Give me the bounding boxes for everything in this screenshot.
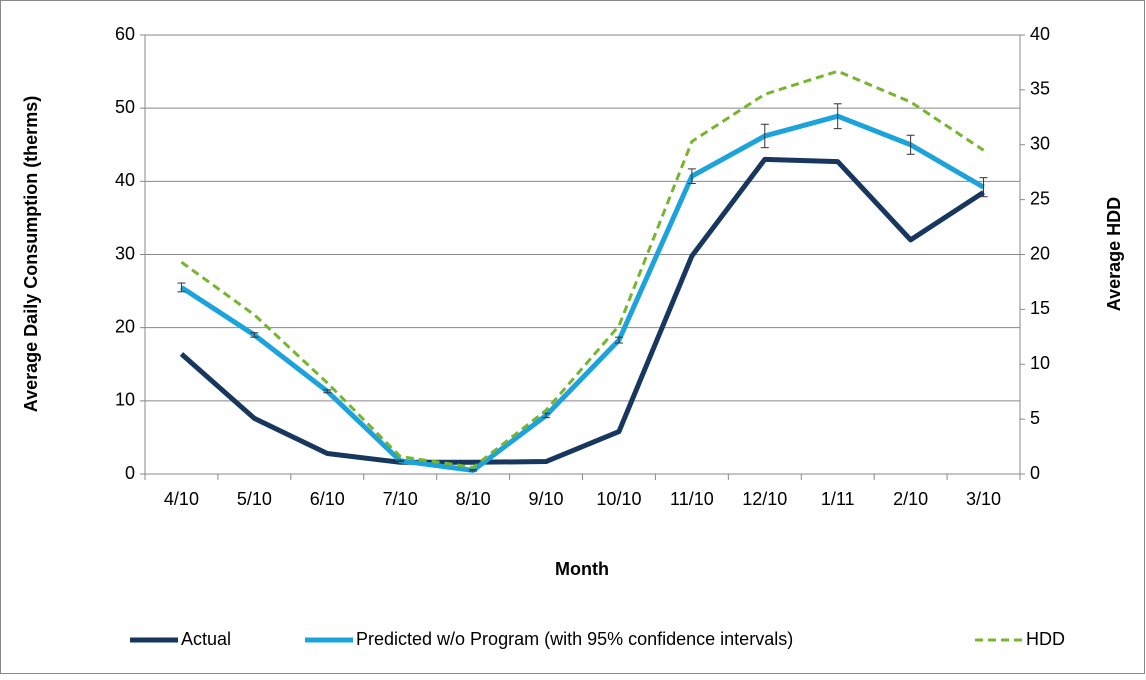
y2-tick-label: 0	[1030, 463, 1040, 483]
series-line	[180, 69, 985, 469]
x-tick-label: 4/10	[164, 489, 199, 509]
legend-label: Predicted w/o Program (with 95% confiden…	[356, 629, 793, 649]
x-tick-label: 6/10	[310, 489, 345, 509]
series-line	[179, 156, 985, 465]
legend-label: HDD	[1026, 629, 1065, 649]
y2-tick-label: 10	[1030, 353, 1050, 373]
error-bar	[760, 123, 769, 149]
x-tick-label: 9/10	[529, 489, 564, 509]
error-bar	[323, 389, 332, 394]
error-bar	[177, 282, 186, 293]
x-axis-title: Month	[555, 559, 609, 579]
x-tick-label: 1/11	[821, 489, 855, 509]
error-bar	[469, 469, 478, 472]
y-tick-label: 0	[125, 463, 135, 483]
x-tick-label: 10/10	[596, 489, 641, 509]
y-tick-label: 10	[115, 390, 135, 410]
y2-tick-label: 20	[1030, 243, 1050, 263]
y2-tick-label: 15	[1030, 298, 1050, 318]
y-tick-label: 30	[115, 243, 135, 263]
y-tick-label: 60	[115, 24, 135, 44]
y2-tick-label: 5	[1030, 408, 1040, 428]
y2-tick-label: 25	[1030, 188, 1050, 208]
error-bar	[687, 168, 696, 185]
x-tick-label: 7/10	[383, 489, 418, 509]
x-tick-label: 12/10	[742, 489, 787, 509]
error-bar	[979, 177, 988, 198]
x-tick-label: 11/10	[670, 489, 714, 509]
y2-tick-label: 35	[1030, 79, 1050, 99]
x-tick-label: 2/10	[893, 489, 928, 509]
y-tick-label: 40	[115, 170, 135, 190]
y-tick-label: 50	[115, 97, 135, 117]
error-bar	[906, 134, 915, 155]
y2-axis-title: Average HDD	[1104, 197, 1124, 311]
x-tick-label: 5/10	[237, 489, 272, 509]
series-line	[180, 113, 985, 473]
error-bar	[614, 336, 623, 344]
y2-tick-label: 30	[1030, 134, 1050, 154]
y2-tick-label: 40	[1030, 24, 1050, 44]
x-tick-label: 3/10	[966, 489, 1001, 509]
error-bar	[396, 459, 405, 463]
error-bar	[250, 332, 259, 338]
y-axis-title: Average Daily Consumption (therms)	[21, 96, 41, 412]
error-bar	[833, 103, 842, 130]
legend-label: Actual	[181, 629, 231, 649]
y-tick-label: 20	[115, 316, 135, 336]
x-tick-label: 8/10	[456, 489, 491, 509]
